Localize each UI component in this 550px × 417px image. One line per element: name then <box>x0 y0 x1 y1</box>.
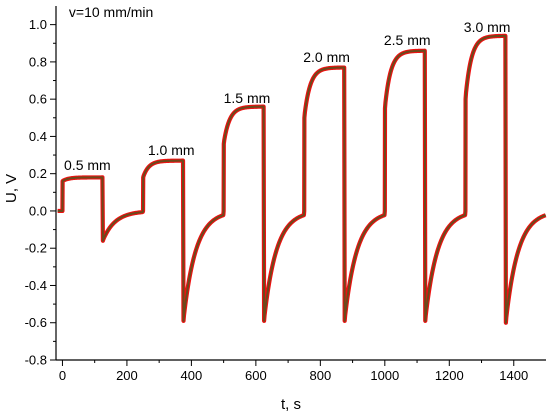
annotations: v=10 mm/min 0.5 mm 1.0 mm 1.5 mm 2.0 mm 2.5 m… <box>64 4 510 173</box>
signal-curve <box>57 34 547 324</box>
y-tick-label: 1.0 <box>29 17 47 32</box>
y-axis-title: U, V <box>3 174 20 203</box>
signal-curve-outline <box>57 33 548 325</box>
x-tick-label: 1400 <box>499 368 528 383</box>
tick-labels: 0 200 400 600 800 1000 1200 1400 -0.8 -0.6 -0.4 -0.… <box>25 17 529 383</box>
y-tick-label: 0.2 <box>29 166 47 181</box>
annotation-label: 1.5 mm <box>224 90 271 106</box>
x-axis-title: t, s <box>281 396 301 413</box>
x-tick-label: 200 <box>116 368 138 383</box>
x-tick-label: 0 <box>59 368 66 383</box>
y-tick-label: 0.6 <box>29 92 47 107</box>
annotation-label: 0.5 mm <box>64 157 111 173</box>
y-tick-label: -0.4 <box>25 278 47 293</box>
annotation-label: v=10 mm/min <box>69 4 153 20</box>
x-tick-label: 600 <box>245 368 267 383</box>
annotation-label: 2.5 mm <box>384 32 431 48</box>
x-tick-label: 800 <box>309 368 331 383</box>
plot-area <box>57 33 548 325</box>
y-tick-label: -0.2 <box>25 241 47 256</box>
annotation-label: 2.0 mm <box>303 49 350 65</box>
y-tick-label: 0.0 <box>29 203 47 218</box>
y-tick-label: 0.8 <box>29 54 47 69</box>
annotation-label: 3.0 mm <box>464 19 511 35</box>
x-tick-label: 1000 <box>370 368 399 383</box>
y-tick-label: -0.8 <box>25 353 47 368</box>
x-tick-label: 400 <box>181 368 203 383</box>
x-tick-label: 1200 <box>435 368 464 383</box>
axes <box>50 6 546 366</box>
y-tick-label: 0.4 <box>29 129 47 144</box>
annotation-label: 1.0 mm <box>148 142 195 158</box>
y-tick-label: -0.6 <box>25 315 47 330</box>
